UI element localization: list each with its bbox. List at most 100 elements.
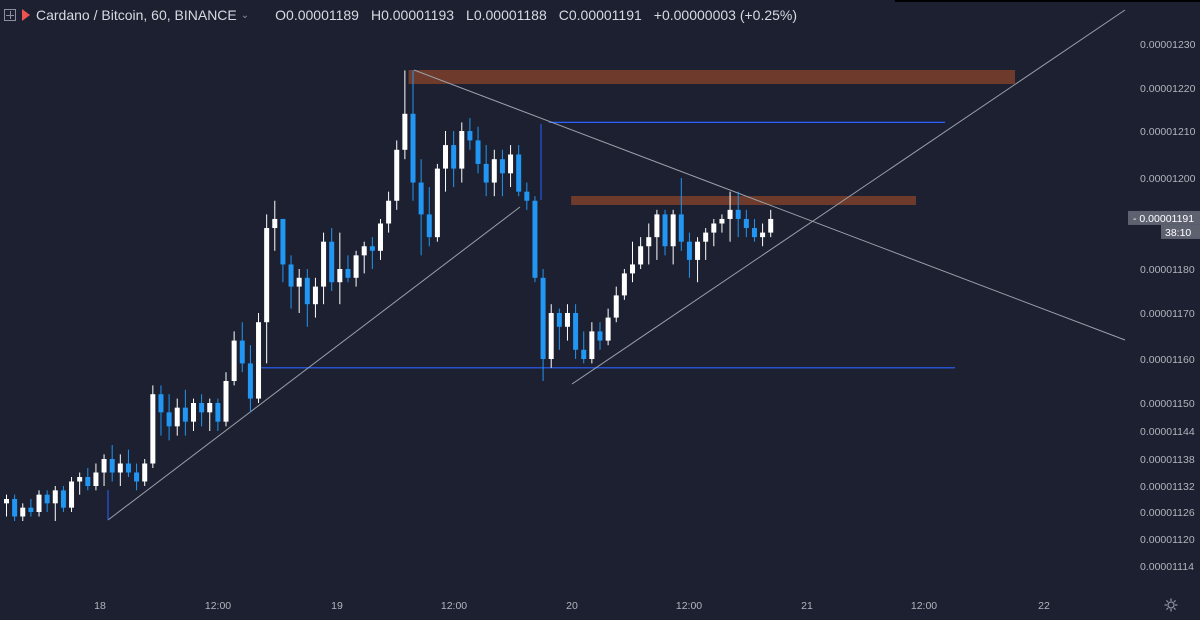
candle-body — [459, 131, 465, 169]
candle-body — [166, 412, 172, 427]
candle-body — [288, 264, 294, 287]
candle-body — [735, 209, 741, 219]
y-tick-label: 0.00001126 — [1140, 507, 1195, 519]
candle-body — [475, 140, 481, 164]
candle-body — [182, 407, 188, 422]
candle-body — [573, 313, 579, 350]
candle-body — [418, 182, 424, 215]
candle-body — [768, 218, 774, 233]
close-value: C0.00001191 — [558, 7, 642, 23]
open-value: O0.00001189 — [275, 7, 359, 23]
candle-body — [190, 403, 196, 422]
candle-body — [597, 331, 603, 341]
candle-body — [134, 472, 140, 482]
candle-body — [467, 131, 473, 141]
candle-body — [77, 477, 83, 482]
candle-body — [605, 317, 611, 341]
candle-body — [394, 149, 400, 201]
candle-body — [386, 200, 392, 224]
candle-body — [223, 381, 229, 422]
expand-icon[interactable] — [4, 9, 16, 21]
candle-body — [613, 295, 619, 318]
x-tick-label: 12:00 — [911, 600, 937, 612]
candle-body — [231, 340, 237, 381]
candle-body — [711, 223, 717, 233]
resistance-zone-2 — [571, 196, 916, 205]
candle-body — [280, 218, 286, 265]
y-tick-label: 0.00001138 — [1140, 454, 1195, 466]
low-value: L0.00001188 — [466, 7, 547, 23]
x-tick-label: 22 — [1038, 600, 1050, 612]
candle-body — [410, 113, 416, 183]
candle-body — [564, 313, 570, 327]
candle-body — [581, 349, 587, 359]
candle-body — [125, 463, 131, 473]
chevron-down-icon[interactable]: ⌄ — [240, 9, 250, 21]
y-tick-label: 0.00001170 — [1140, 308, 1195, 320]
candle-body — [727, 209, 733, 219]
candle-body — [93, 472, 99, 486]
rising-wedge-line — [571, 9, 1126, 385]
candle-body — [524, 191, 530, 201]
candle-body — [142, 463, 148, 482]
candle-body — [36, 494, 42, 512]
candle-body — [654, 214, 660, 238]
x-tick-label: 20 — [566, 600, 578, 612]
y-tick-label: 0.00001150 — [1140, 398, 1195, 410]
symbol-label[interactable]: Cardano / Bitcoin, 60, BINANCE — [36, 7, 237, 23]
y-tick-label: 0.00001220 — [1140, 83, 1196, 95]
y-tick-label: 0.00001120 — [1140, 534, 1195, 546]
x-tick-label: 12:00 — [676, 600, 702, 612]
candle-body — [199, 403, 205, 413]
candle-body — [516, 154, 522, 192]
falling-resistance-line — [413, 69, 1126, 341]
candle-body — [256, 322, 262, 399]
x-tick-label: 18 — [94, 600, 106, 612]
resistance-zone-1 — [408, 70, 1015, 84]
candle-body — [312, 286, 318, 305]
y-tick-label: 0.00001230 — [1140, 39, 1196, 51]
flag-icon[interactable] — [22, 9, 30, 21]
x-tick-label: 12:00 — [441, 600, 467, 612]
candle-body — [670, 214, 676, 247]
candle-body — [52, 490, 58, 504]
y-tick-label: 0.00001160 — [1140, 354, 1195, 366]
candle-body — [150, 394, 156, 464]
candle-body — [434, 168, 440, 238]
candle-body — [443, 145, 449, 169]
candle-body — [69, 481, 75, 508]
candle-body — [630, 264, 636, 274]
candle-body — [703, 232, 709, 242]
candle-body — [662, 214, 668, 247]
candle-body — [304, 277, 310, 305]
candle-body — [369, 246, 375, 251]
candle-body — [638, 246, 644, 265]
price-tag-label: - 0.00001191 — [1133, 213, 1194, 225]
candle-body — [499, 159, 505, 174]
top-divider — [895, 0, 1200, 2]
candle-body — [337, 269, 343, 283]
gear-icon[interactable] — [1164, 598, 1178, 612]
candle-body — [361, 246, 367, 256]
candle-body — [760, 232, 766, 238]
candle-body — [85, 477, 91, 486]
y-tick-label: 0.00001180 — [1140, 264, 1195, 276]
chart-header: Cardano / Bitcoin, 60, BINANCE ⌄ O0.0000… — [0, 0, 900, 30]
candle-body — [719, 218, 725, 224]
candle-body — [483, 163, 489, 183]
candle-body — [109, 459, 115, 473]
candle-body — [264, 228, 270, 323]
candle-body — [377, 223, 383, 251]
candle-body — [426, 214, 432, 238]
x-tick-label: 21 — [801, 600, 813, 612]
candle-body — [296, 277, 302, 287]
candle-body — [321, 241, 327, 287]
candle-body — [589, 331, 595, 359]
candle-body — [239, 340, 245, 364]
candle-body — [12, 499, 18, 517]
high-value: H0.00001193 — [370, 7, 455, 23]
candle-body — [353, 255, 359, 278]
candle-body — [60, 490, 66, 508]
